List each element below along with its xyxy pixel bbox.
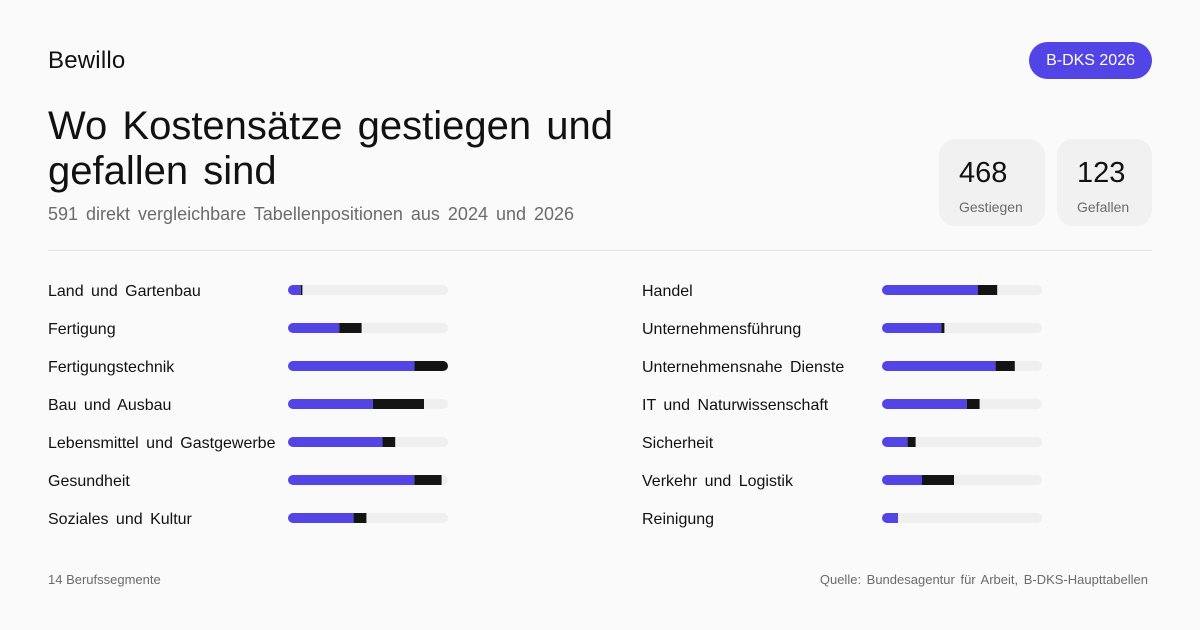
stat-label-gefallen: Gefallen	[1077, 199, 1130, 215]
segment-label: Land und Gartenbau	[48, 283, 201, 300]
segment-row: Gesundheit	[48, 473, 448, 490]
bar-gestiegen	[882, 285, 978, 295]
segment-label: Unternehmensnahe Dienste	[642, 359, 844, 376]
bar-stack	[882, 475, 954, 485]
bar-gestiegen	[882, 513, 898, 523]
segment-label: Verkehr und Logistik	[642, 473, 794, 490]
dataset-badge: B-DKS 2026	[1029, 42, 1152, 79]
page-title: Wo Kostensätze gestiegen und gefallen si…	[48, 104, 613, 193]
segment-row: Lebensmittel und Gastgewerbe	[48, 435, 448, 452]
page-subtitle: 591 direkt vergleichbare Tabellenpositio…	[48, 204, 575, 224]
brand-name: Bewillo	[48, 47, 126, 74]
bar-stack	[288, 437, 396, 447]
bar-gestiegen	[882, 361, 996, 371]
bar-gestiegen	[288, 323, 340, 333]
bar-gestiegen	[882, 437, 908, 447]
bar-gefallen	[382, 437, 396, 447]
bar-gestiegen	[882, 475, 922, 485]
segment-count: 14 Berufssegmente	[48, 572, 161, 587]
stat-value-gefallen: 123	[1077, 157, 1126, 189]
stat-label-gestiegen: Gestiegen	[959, 199, 1023, 215]
bar-gestiegen	[882, 399, 967, 409]
bar-stack	[882, 323, 945, 333]
segment-row: Soziales und Kultur	[48, 511, 448, 528]
bar-track	[882, 437, 1042, 447]
bar-stack	[288, 323, 362, 333]
segment-row: Fertigungstechnik	[48, 359, 448, 376]
segment-row: Fertigung	[48, 321, 448, 338]
bar-gestiegen	[288, 361, 415, 371]
segment-row: Reinigung	[642, 511, 1042, 528]
bar-gefallen	[372, 399, 424, 409]
bar-stack	[288, 399, 424, 409]
bar-stack	[882, 513, 898, 523]
segment-label: Unternehmensführung	[642, 321, 801, 338]
segment-label: Handel	[642, 283, 693, 300]
bar-gestiegen	[288, 475, 415, 485]
bar-gefallen	[339, 323, 362, 333]
segment-row: Sicherheit	[642, 435, 1042, 452]
bar-gefallen	[978, 285, 998, 295]
segment-row: Unternehmensführung	[642, 321, 1042, 338]
bar-gestiegen	[288, 399, 373, 409]
segment-label: Lebensmittel und Gastgewerbe	[48, 435, 276, 452]
bar-gefallen	[414, 475, 442, 485]
segment-row: IT und Naturwissenschaft	[642, 397, 1042, 414]
segment-label: Sicherheit	[642, 435, 714, 452]
bar-stack	[882, 285, 998, 295]
stat-card-gestiegen: 468 Gestiegen	[939, 139, 1045, 226]
segment-label: Fertigung	[48, 321, 116, 338]
segment-label: Gesundheit	[48, 473, 130, 490]
bar-gefallen	[300, 285, 303, 295]
bar-track	[882, 513, 1042, 523]
bar-stack	[288, 475, 442, 485]
bar-gestiegen	[288, 285, 301, 295]
bar-stack	[882, 399, 980, 409]
segment-label: Fertigungstechnik	[48, 359, 175, 376]
bar-gefallen	[907, 437, 916, 447]
segment-row: Unternehmensnahe Dienste	[642, 359, 1042, 376]
header-divider	[48, 250, 1152, 251]
bar-gestiegen	[882, 323, 942, 333]
bar-gefallen	[995, 361, 1015, 371]
bar-stack	[288, 361, 448, 371]
bar-gefallen	[353, 513, 367, 523]
bar-gefallen	[941, 323, 945, 333]
bar-gestiegen	[288, 513, 354, 523]
bar-stack	[882, 437, 916, 447]
bar-gefallen	[922, 475, 954, 485]
bar-stack	[882, 361, 1015, 371]
segment-row: Land und Gartenbau	[48, 283, 448, 300]
bar-gestiegen	[288, 437, 383, 447]
bar-stack	[288, 513, 367, 523]
segment-label: Bau und Ausbau	[48, 397, 171, 414]
bar-gefallen	[414, 361, 448, 371]
segment-row: Verkehr und Logistik	[642, 473, 1042, 490]
segment-label: IT und Naturwissenschaft	[642, 397, 829, 414]
stat-card-gefallen: 123 Gefallen	[1057, 139, 1152, 226]
bar-stack	[288, 285, 303, 295]
stat-value-gestiegen: 468	[959, 157, 1008, 189]
segment-label: Reinigung	[642, 511, 714, 528]
segment-label: Soziales und Kultur	[48, 511, 193, 528]
segment-row: Bau und Ausbau	[48, 397, 448, 414]
source-note: Quelle: Bundesagentur für Arbeit, B-DKS-…	[819, 572, 1148, 587]
bar-track	[288, 285, 448, 295]
bar-gefallen	[966, 399, 980, 409]
segment-row: Handel	[642, 283, 1042, 300]
